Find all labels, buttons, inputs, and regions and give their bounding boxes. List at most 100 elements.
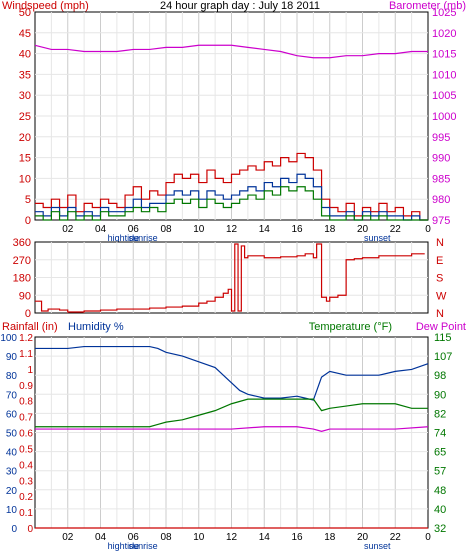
annotation-sunset: sunset	[364, 541, 391, 551]
humidity-x-tick-label: 10	[193, 532, 205, 543]
humidity-y-tick-label: 20	[6, 486, 18, 497]
barometer-axis-title: Barometer (mb)	[389, 0, 466, 12]
wind-y-tick-label: 45	[19, 28, 31, 40]
humidity-y-tick-label: 50	[6, 429, 18, 440]
rain-y-tick-label: 0.1	[19, 508, 33, 519]
annotation-sunrise: sunrise	[129, 541, 158, 551]
series-wind_speed	[35, 186, 428, 221]
wind-y-tick-label: 30	[19, 90, 31, 102]
compass-tick-label: W	[436, 290, 447, 302]
wind-y-tick-label: 35	[19, 69, 31, 81]
humidity-y-tick-label: 60	[6, 409, 18, 420]
wind-y-tick-label: 10	[19, 173, 31, 185]
series-barometer	[34, 44, 428, 59]
humidity-y-tick-label: 0	[11, 524, 17, 535]
series-humidity	[35, 345, 429, 401]
barometer-y-tick-label: 995	[432, 132, 450, 144]
temperature-y-tick-label: 65	[434, 447, 446, 459]
wind-x-tick-label: 12	[226, 224, 238, 235]
humidity-x-tick-label: 02	[62, 532, 74, 543]
temperature-axis-title: Temperature (°F)	[309, 321, 392, 333]
chart-title: 24 hour graph day : July 18 2011	[160, 0, 320, 12]
temperature-y-tick-label: 32	[434, 523, 446, 535]
series-dewpoint	[35, 426, 429, 432]
wind-y-tick-label: 40	[19, 49, 31, 61]
barometer-y-tick-label: 1025	[432, 7, 456, 19]
humidity-x-tick-label: 0	[425, 532, 431, 543]
rain-y-tick-label: 0.6	[19, 429, 33, 440]
wind-y-tick-label: 20	[19, 132, 31, 144]
rain-y-tick-label: 0.2	[19, 492, 33, 503]
direction-y-tick-label: 180	[13, 273, 31, 285]
series-temperature	[35, 398, 428, 428]
direction-y-tick-label: 360	[13, 237, 31, 249]
barometer-y-tick-label: 1010	[432, 69, 456, 81]
barometer-y-tick-label: 1000	[432, 111, 456, 123]
humidity-y-tick-label: 70	[6, 390, 18, 401]
wind-x-tick-label: 16	[291, 224, 303, 235]
compass-tick-label: N	[436, 237, 444, 249]
humidity-y-tick-label: 30	[6, 467, 18, 478]
wind-y-tick-label: 15	[19, 153, 31, 165]
barometer-y-tick-label: 1005	[432, 90, 456, 102]
wind-y-tick-label: 25	[19, 111, 31, 123]
wind-x-tick-label: 18	[324, 224, 336, 235]
wind-x-tick-label: 22	[390, 224, 402, 235]
annotation-sunset: sunset	[364, 233, 391, 243]
wind-x-tick-label: 20	[357, 224, 369, 235]
wind-x-tick-label: 08	[160, 224, 172, 235]
temperature-y-tick-label: 98	[434, 370, 446, 382]
temperature-y-tick-label: 115	[434, 332, 452, 344]
humidity-y-tick-label: 80	[6, 371, 18, 382]
rain-y-tick-label: 1	[27, 365, 33, 376]
barometer-y-tick-label: 985	[432, 173, 450, 185]
barometer-y-tick-label: 975	[432, 215, 450, 227]
wind-x-tick-label: 06	[128, 224, 140, 235]
series-wind_direction	[35, 243, 425, 313]
humidity-y-tick-label: 90	[6, 352, 18, 363]
humidity-x-tick-label: 12	[226, 532, 238, 543]
wind-x-tick-label: 04	[95, 224, 107, 235]
direction-y-tick-label: 0	[25, 308, 31, 320]
temperature-y-tick-label: 107	[434, 351, 452, 363]
humidity-x-tick-label: 18	[324, 532, 336, 543]
rain-y-tick-label: 1.2	[19, 333, 33, 344]
compass-tick-label: S	[436, 273, 443, 285]
wind-y-tick-label: 0	[25, 215, 31, 227]
rainfall-axis-title: Rainfall (in)	[2, 321, 58, 333]
wind-x-tick-label: 0	[425, 224, 431, 235]
rain-y-tick-label: 0	[27, 524, 33, 535]
humidity-y-tick-label: 10	[6, 505, 18, 516]
barometer-y-tick-label: 1020	[432, 28, 456, 40]
barometer-y-tick-label: 980	[432, 194, 450, 206]
barometer-y-tick-label: 1015	[432, 49, 456, 61]
dewpoint-axis-title: Dew Point	[416, 321, 466, 333]
rain-y-tick-label: 1.1	[19, 349, 33, 360]
humidity-x-tick-label: 16	[291, 532, 303, 543]
wind-x-tick-label: 14	[259, 224, 271, 235]
temperature-y-tick-label: 57	[434, 466, 446, 478]
temperature-y-tick-label: 90	[434, 389, 446, 401]
humidity-x-tick-label: 20	[357, 532, 369, 543]
wind-x-tick-label: 10	[193, 224, 205, 235]
wind-x-tick-label: 02	[62, 224, 74, 235]
humidity-x-tick-label: 04	[95, 532, 107, 543]
humidity-y-tick-label: 40	[6, 448, 18, 459]
annotation-sunrise: sunrise	[129, 233, 158, 243]
humidity-axis-title: Humidity %	[68, 321, 124, 333]
annotation-hightide: hightide	[108, 233, 140, 243]
rain-y-tick-label: 0.3	[19, 476, 33, 487]
rain-y-tick-label: 0.4	[19, 460, 33, 471]
barometer-y-tick-label: 990	[432, 153, 450, 165]
compass-tick-label: N	[436, 308, 444, 320]
temperature-y-tick-label: 40	[434, 504, 446, 516]
wind-y-tick-label: 50	[19, 7, 31, 19]
temperature-y-tick-label: 82	[434, 408, 446, 420]
wind-axis-title: Windspeed (mph)	[2, 0, 89, 12]
temperature-y-tick-label: 48	[434, 485, 446, 497]
annotation-hightide: hightide	[108, 541, 140, 551]
rain-y-tick-label: 0.9	[19, 381, 33, 392]
compass-tick-label: E	[436, 255, 443, 267]
rain-y-tick-label: 0.7	[19, 413, 33, 424]
